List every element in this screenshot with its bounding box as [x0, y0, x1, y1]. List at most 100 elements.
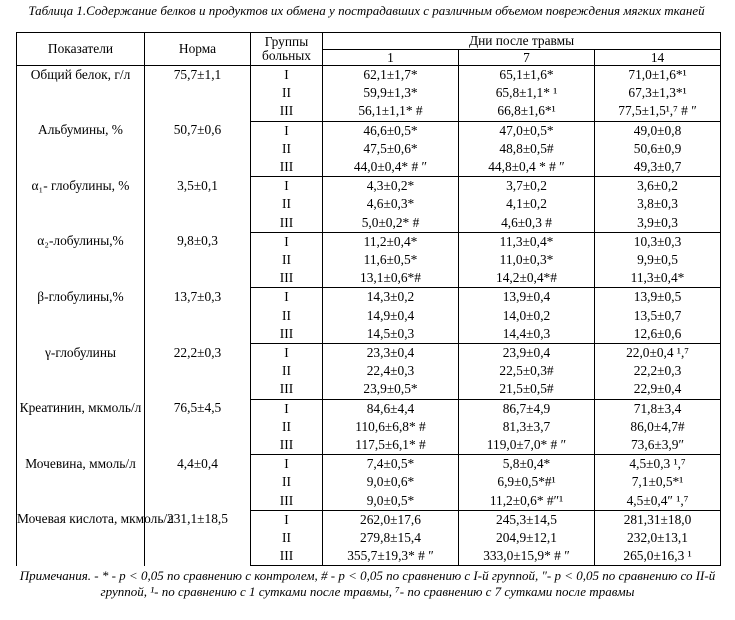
table-row: III 355,7±19,3* # ″ 333,0±15,9* # ″ 265,0±1… [17, 547, 722, 567]
day-1-cell: 62,1±1,7* [322, 65, 459, 85]
day-14-cell: 11,3±0,4* [594, 269, 722, 289]
group-cell: II [250, 529, 323, 548]
day-1-cell: 9,0±0,6* [322, 473, 459, 492]
day-7-cell: 4,6±0,3 # [458, 213, 595, 233]
day-1-cell: 117,5±6,1* # [322, 436, 459, 456]
day-1-cell: 5,0±0,2* # [322, 213, 459, 233]
norm-value: 22,2±0,3 [144, 343, 251, 400]
group-cell: II [250, 195, 323, 214]
table-row: III 5,0±0,2* #4,6±0,3 #3,9±0,3 [17, 213, 722, 233]
day-1-cell: 47,5±0,6* [322, 139, 459, 159]
group-cell: I [250, 176, 323, 196]
day-14-cell: 13,5±0,7 [594, 306, 722, 325]
day-14-cell: 3,8±0,3 [594, 195, 722, 214]
day-1-cell: 46,6±0,5* [322, 121, 459, 140]
indicator-name: Мочевина, ммоль/л [16, 454, 145, 511]
day-14-cell: 4,5±0,4″ ¹,⁷ [594, 491, 722, 511]
day-14-cell: 22,9±0,4 [594, 380, 722, 400]
table-row: Общий белок, г/л 75,7±1,1 I 62,1±1,7* 65,1±1… [16, 65, 722, 122]
day-7-cell: 333,0±15,9* # ″ [458, 547, 595, 567]
table-header: Показатели Норма Группы больных Дни посл… [16, 32, 722, 66]
day-14-cell: 12,6±0,6 [594, 324, 722, 345]
day-7-cell: 66,8±1,6*¹ [458, 102, 595, 122]
day-1-cell: 14,9±0,4 [322, 306, 459, 325]
table-row: III 14,5±0,3 14,4±0,3 12,6±0,6 [17, 324, 722, 345]
day-7-cell: 47,0±0,5* [458, 121, 595, 140]
day-1-cell: 84,6±4,4 [322, 399, 459, 418]
group-cell: II [250, 139, 323, 159]
table-row: II 4,6±0,3* 4,1±0,2 3,8±0,3 [17, 195, 722, 214]
table-row: II 47,5±0,6* 48,8±0,5# 50,6±0,9 [17, 139, 722, 159]
indicator-name: Креатинин, мкмоль/л [16, 399, 145, 455]
table-caption: Таблица 1.Содержание белков и продуктов … [28, 3, 705, 18]
table-row: III 9,0±0,5* 11,2±0,6* #″¹ 4,5±0,4″ ¹,⁷ [17, 491, 722, 511]
group-cell: III [250, 436, 323, 456]
day-14-cell: 22,0±0,4 ¹,⁷ [594, 343, 722, 363]
table-row: III 13,1±0,6*# 14,2±0,4*# 11,3±0,4* [17, 269, 722, 289]
norm-value: 13,7±0,3 [144, 287, 251, 344]
day-7-cell: 11,3±0,4* [458, 232, 595, 252]
table-row: II 22,4±0,3 22,5±0,3# 22,2±0,3 [17, 362, 722, 381]
group-cell: II [250, 251, 323, 270]
group-cell: I [250, 399, 323, 418]
group-cell: I [250, 287, 323, 307]
group-cell: III [250, 324, 323, 345]
table-row: Креатинин, мкмоль/л 76,5±4,5 I 84,6±4,4 86,7… [16, 399, 722, 455]
day-7-cell: 14,0±0,2 [458, 306, 595, 325]
day-1-cell: 13,1±0,6*# [322, 269, 459, 289]
day-14-cell: 232,0±13,1 [594, 529, 722, 548]
table-row: Мочевина, ммоль/л 4,4±0,4 I 7,4±0,5* 5,8±0,4… [16, 454, 722, 511]
day-14-cell: 13,9±0,5 [594, 287, 722, 307]
day-14-cell: 73,6±3,9″ [594, 436, 722, 456]
day-7-cell: 6,9±0,5*#¹ [458, 473, 595, 492]
indicator-name: Общий белок, г/л [16, 65, 145, 122]
table-row: III 117,5±6,1* #119,0±7,0* # ″ 73,6±3,9″ [17, 436, 722, 456]
table-row: II 11,6±0,5* 11,0±0,3* 9,9±0,5 [17, 251, 722, 270]
group-cell: III [250, 380, 323, 400]
table-row: γ-глобулины 22,2±0,3 I 23,3±0,4 23,9±0,4 22,0… [16, 343, 722, 400]
group-cell: III [250, 269, 323, 289]
day-7-cell: 22,5±0,3# [458, 362, 595, 381]
day-7-cell: 245,3±14,5 [458, 510, 595, 530]
group-cell: I [250, 454, 323, 474]
day-14-cell: 4,5±0,3 ¹,⁷ [594, 454, 722, 474]
table-row: Альбумины, % 50,7±0,6 I 46,6±0,5* 47,0±0,5* 4… [16, 121, 722, 177]
day-7-cell: 4,1±0,2 [458, 195, 595, 214]
day-7-cell: 86,7±4,9 [458, 399, 595, 418]
table-row: β-глобулины,% 13,7±0,3 I 14,3±0,2 13,9±0,4 13… [16, 287, 722, 344]
indicator-name: α₂-лобулины,% [16, 232, 145, 288]
table-row: II 59,9±1,3* 65,8±1,1* ¹ 67,3±1,3*¹ [17, 84, 722, 103]
indicator-name: γ-глобулины [16, 343, 145, 400]
day-7-cell: 23,9±0,4 [458, 343, 595, 363]
norm-value: 231,1±18,5 [144, 510, 251, 566]
day-1-cell: 279,8±15,4 [322, 529, 459, 548]
day-1-cell: 9,0±0,5* [322, 491, 459, 511]
day-14-cell: 71,0±1,6*¹ [594, 65, 722, 85]
table-row: III 56,1±1,1* #66,8±1,6*¹ 77,5±1,5¹,⁷ # ″ [17, 102, 722, 122]
group-cell: I [250, 510, 323, 530]
header-norm: Норма [144, 32, 251, 66]
group-cell: III [250, 102, 323, 122]
group-cell: II [250, 84, 323, 103]
group-cell: II [250, 306, 323, 325]
table-row: II 9,0±0,6* 6,9±0,5*#¹ 7,1±0,5*¹ [17, 473, 722, 492]
indicator-name: Альбумины, % [16, 121, 145, 177]
day-14-cell: 9,9±0,5 [594, 251, 722, 270]
table-row: Мочевая кислота, мкмоль/л 231,1±18,5 I 262,… [16, 510, 722, 566]
day-14-cell: 77,5±1,5¹,⁷ # ″ [594, 102, 722, 122]
day-1-cell: 14,3±0,2 [322, 287, 459, 307]
day-14-cell: 50,6±0,9 [594, 139, 722, 159]
day-7-cell: 11,2±0,6* #″¹ [458, 491, 595, 511]
table-row: α₁- глобулины, % 3,5±0,1 I 4,3±0,2* 3,7±0,2 3… [16, 176, 722, 233]
norm-value: 75,7±1,1 [144, 65, 251, 122]
day-1-cell: 44,0±0,4* # ″ [322, 158, 459, 178]
day-14-cell: 265,0±16,3 ¹ [594, 547, 722, 567]
table-row: II 279,8±15,4 204,9±12,1 232,0±13,1 [17, 529, 722, 548]
day-14-cell: 7,1±0,5*¹ [594, 473, 722, 492]
header-day-1: 1 [322, 49, 459, 66]
day-7-cell: 44,8±0,4 * # ″ [458, 158, 595, 178]
day-1-cell: 56,1±1,1* # [322, 102, 459, 122]
day-7-cell: 21,5±0,5# [458, 380, 595, 400]
group-cell: III [250, 491, 323, 511]
header-day-7: 7 [458, 49, 595, 66]
